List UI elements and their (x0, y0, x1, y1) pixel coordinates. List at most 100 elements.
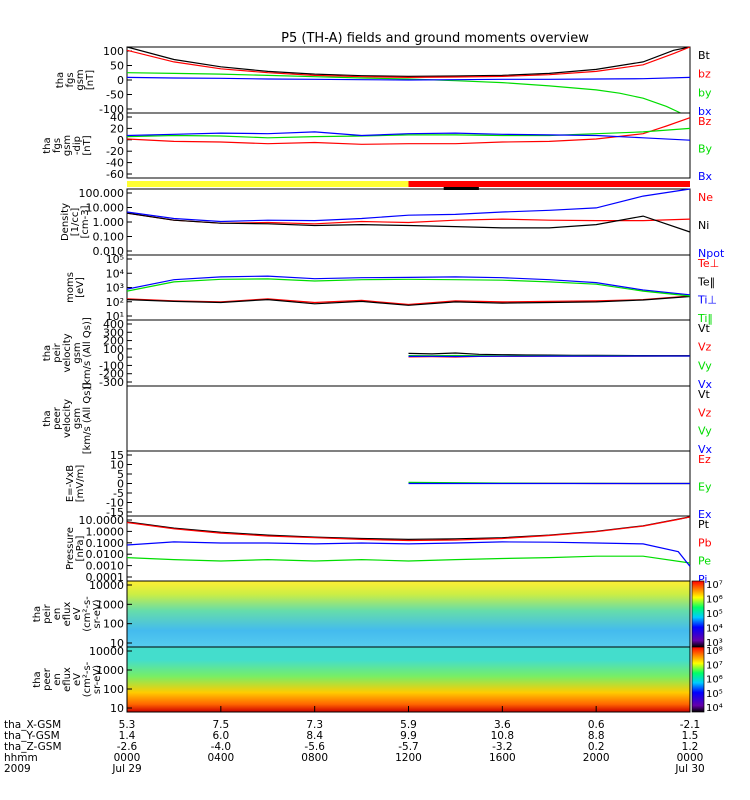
series-line-fgs_btotal-1 (126, 46, 691, 79)
colorbar (691, 580, 705, 648)
y-tick-label: 1.0000 (86, 525, 125, 538)
y-axis-label-line: eV (72, 673, 83, 686)
y-tick-label: 200 (103, 335, 124, 348)
y-tick-label: 10 (110, 702, 124, 715)
x-row-label: tha_Y-GSM (4, 730, 60, 742)
y-tick-label: -100 (99, 103, 124, 116)
y-axis-label-line: tha (32, 671, 43, 687)
y-tick-label: -60 (106, 168, 124, 181)
y-tick-label: -5 (113, 487, 124, 500)
legend-entry: Pe (698, 555, 711, 568)
y-axis-label-line: E=-VxB (65, 465, 76, 502)
x-row-value: 7.5 (212, 719, 229, 731)
y-tick-label: 0.100 (93, 231, 125, 244)
series-line-temperature-0 (126, 295, 691, 306)
legend-entry: by (698, 86, 712, 99)
y-axis-label-line: peer (52, 406, 63, 430)
series-line-density-1 (126, 212, 691, 233)
y-tick-label: -20 (106, 145, 124, 158)
y-axis-label-line: [km/s (All Qs)] (82, 383, 93, 455)
y-tick-label: -50 (106, 89, 124, 102)
legend-entry: bx (698, 105, 712, 118)
series-line-peir_velocity-3 (408, 355, 690, 358)
y-tick-label: 100 (103, 618, 124, 631)
y-tick-label: 400 (103, 318, 124, 331)
y-axis-label-line: eV (72, 607, 83, 620)
x-row-value: 1.4 (119, 730, 136, 742)
y-axis-label-line: fgs (65, 72, 76, 87)
legend-entry: Vy (698, 359, 712, 372)
y-axis-label-line: Pressure (65, 527, 76, 570)
x-row-value: 6.0 (212, 730, 229, 742)
y-axis-label-line: [1/cc] (70, 208, 81, 237)
y-tick-label: 0.0001 (86, 571, 125, 584)
x-row-value: -2.1 (680, 719, 701, 731)
legend-entry: Vx (698, 378, 713, 391)
y-tick-label: 40 (110, 111, 124, 124)
y-tick-label: 0.010 (93, 245, 125, 258)
series-line-fgs_btotal-3 (126, 76, 691, 81)
y-tick-label: 5 (117, 468, 124, 481)
series-line-pressure-0 (126, 516, 691, 541)
x-row-value: -3.2 (492, 741, 513, 753)
y-tick-label: -40 (106, 157, 124, 170)
panel-peer_velocity: thapeervelocitygsm[km/s (All Qs)] Vt Vz Vy V… (42, 383, 713, 456)
y-axis-label-line: sr-eV) (92, 599, 103, 628)
legend-entry: Vt (698, 322, 711, 335)
series-line-density-2 (126, 188, 691, 223)
panel-peer_spectrogram: 10⁸ 10⁷ 10⁶ 10⁵ 10⁴ 10000 1000 100 10 thapeerenef… (32, 645, 723, 715)
y-tick-label: 0 (117, 134, 124, 147)
spectrogram-image (127, 581, 690, 647)
y-tick-label: -300 (99, 376, 124, 389)
y-tick-label: 0.0010 (86, 560, 125, 573)
panel-frame (126, 112, 691, 179)
y-tick-label: -200 (99, 368, 124, 381)
y-axis-label-line: gsm (72, 408, 83, 429)
y-tick-label: 300 (103, 326, 124, 339)
y-axis-label: Pressure[nPa] (65, 527, 86, 570)
y-tick-label: 10.0000 (79, 514, 125, 527)
y-tick-label: 1000 (96, 598, 124, 611)
x-row-label: hhmm (4, 752, 38, 764)
legend-entry: Ti⊥ (697, 294, 717, 307)
series-line-fgs_dipole-0 (126, 117, 691, 145)
y-axis-label-line: sr-eV) (92, 665, 103, 694)
y-tick-label: 10000 (89, 645, 124, 658)
x-row-value: 8.4 (306, 730, 323, 742)
y-axis-label: thapeervelocitygsm[km/s (All Qs)] (42, 383, 93, 455)
y-axis-label-line: [eV] (75, 277, 86, 298)
x-row-value: 2000 (583, 752, 610, 764)
y-axis-label-line: en (52, 608, 63, 621)
series-line-pressure-3 (126, 541, 691, 567)
y-tick-label: 10 (110, 637, 124, 650)
x-row-value: Jul 30 (674, 763, 704, 775)
y-tick-label: 100 (103, 343, 124, 356)
status-bar-red (408, 181, 690, 187)
x-row-value: 7.3 (306, 719, 323, 731)
x-row-value: 3.6 (494, 719, 511, 731)
y-tick-label: 0 (117, 478, 124, 491)
x-row-label: 2009 (4, 763, 31, 775)
colorbar-tick-label: 10³ (706, 638, 723, 649)
y-axis-label: Density[1/cc][cm-3] (60, 203, 91, 241)
y-tick-label: 20 (110, 122, 124, 135)
y-axis-label-line: [mV/m] (75, 465, 86, 503)
x-row-value: -4.0 (211, 741, 232, 753)
legend-entry: Bz (698, 115, 712, 128)
x-row-value: 1200 (395, 752, 422, 764)
y-tick-label: 10⁵ (106, 253, 124, 266)
x-row-value: 8.8 (588, 730, 605, 742)
colorbar-tick-label: 10⁸ (706, 646, 723, 657)
y-axis-label-line: tha (32, 606, 43, 622)
panel-frame (126, 515, 691, 582)
y-axis-label-line: tha (55, 72, 66, 88)
y-tick-label: 1000 (96, 664, 124, 677)
y-tick-label: 50 (110, 60, 124, 73)
y-tick-label: 0 (117, 351, 124, 364)
y-axis-label-line: peer (42, 667, 53, 691)
y-axis-label: thapeirenefluxeV(cm²-s-sr-eV) (32, 596, 103, 632)
legend-entry: Ey (698, 481, 712, 494)
y-axis-label-line: peir (42, 603, 53, 623)
colorbar-tick-label: 10⁴ (706, 703, 723, 714)
